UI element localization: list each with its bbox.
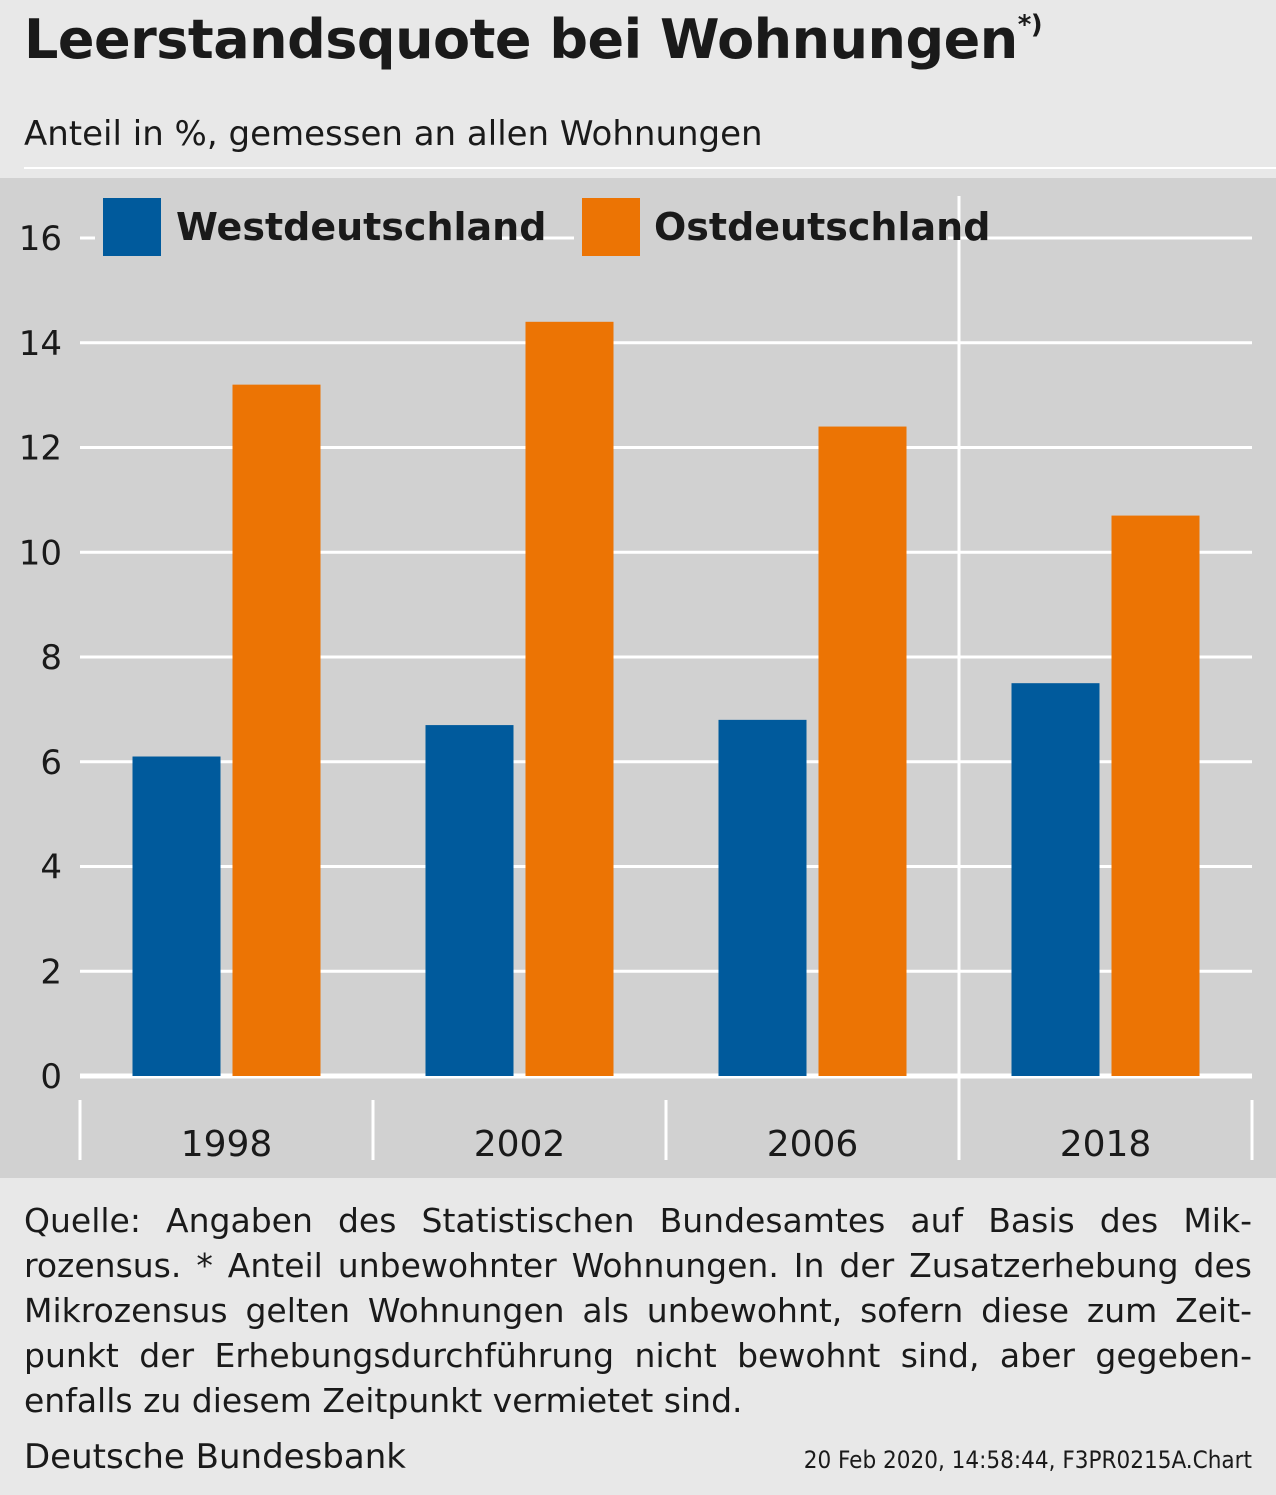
bar-westdeutschland-2002	[425, 725, 514, 1076]
y-tick-label: 0	[40, 1057, 62, 1097]
y-tick-label: 6	[40, 743, 62, 783]
bar-westdeutschland-2006	[718, 719, 807, 1076]
footnote-line: Mikrozensus gelten Wohnungen als unbewoh…	[24, 1291, 1252, 1330]
footnote: Quelle: Angaben des Statistischen Bundes…	[24, 1198, 1252, 1423]
chart-timestamp: 20 Feb 2020, 14:58:44, F3PR0215A.Chart	[803, 1446, 1252, 1474]
x-tick-label: 2018	[1060, 1124, 1152, 1165]
chart-title-text: Leerstandsquote bei Wohnungen	[24, 8, 1018, 71]
footnote-line: rozensus. * Anteil unbewohnter Wohnungen…	[24, 1246, 1252, 1285]
legend-swatch	[103, 198, 161, 256]
bar-ostdeutschland-2002	[525, 321, 614, 1076]
source-organization: Deutsche Bundesbank	[24, 1437, 406, 1477]
footnote-line: punkt der Erhebungsdurchführung nicht be…	[24, 1336, 1252, 1375]
chart-title: Leerstandsquote bei Wohnungen*)	[24, 8, 1043, 71]
footnote-line: enfalls zu diesem Zeitpunkt vermietet si…	[24, 1381, 743, 1420]
bar-ostdeutschland-2006	[818, 426, 907, 1076]
y-tick-label: 4	[40, 848, 62, 888]
chart-area: 0 2 4 6 8 10 12 14 16 1998 2002 2006 2018 Westdeutsch…	[0, 178, 1276, 1178]
y-tick-label: 16	[19, 219, 62, 259]
title-footnote-mark: *)	[1017, 10, 1043, 40]
x-tick-label: 2002	[474, 1124, 566, 1165]
bar-ostdeutschland-1998	[232, 384, 321, 1076]
bar-westdeutschland-2018	[1011, 683, 1100, 1076]
legend-label: Westdeutschland	[176, 205, 546, 249]
y-tick-label: 2	[40, 952, 62, 992]
y-tick-label: 8	[40, 638, 62, 678]
y-tick-label: 14	[19, 324, 62, 364]
bar-chart: 0 2 4 6 8 10 12 14 16 1998 2002 2006 2018 Westdeutsch…	[19, 196, 1254, 1165]
chart-subtitle: Anteil in %, gemessen an allen Wohnungen	[24, 114, 763, 154]
bar-westdeutschland-1998	[132, 756, 221, 1076]
header-divider	[24, 167, 1276, 169]
legend-background	[95, 206, 500, 278]
legend-swatch	[582, 198, 640, 256]
bar-ostdeutschland-2018	[1111, 515, 1200, 1076]
x-tick-label: 2006	[767, 1124, 859, 1165]
x-tick-label: 1998	[181, 1124, 273, 1165]
y-tick-label: 12	[19, 429, 62, 469]
footnote-line: Quelle: Angaben des Statistischen Bundes…	[24, 1201, 1252, 1240]
y-tick-label: 10	[19, 533, 62, 573]
legend-label: Ostdeutschland	[654, 205, 990, 249]
